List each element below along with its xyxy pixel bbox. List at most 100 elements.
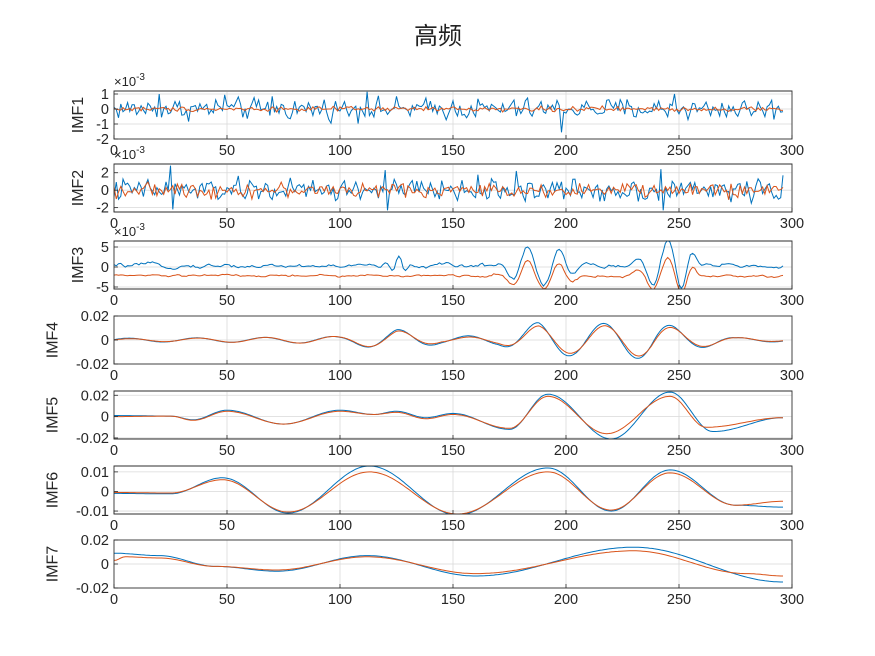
x-tick-label: 150 [441, 216, 465, 232]
y-tick-label: -0.02 [76, 357, 109, 373]
y-tick-label: 2 [101, 166, 109, 182]
x-tick-label: 300 [780, 293, 804, 309]
y-tick-label: 0 [101, 102, 109, 118]
y-tick-label: -2 [96, 201, 109, 217]
series-line-1 [114, 91, 784, 133]
x-tick-label: 50 [219, 368, 235, 384]
x-tick-label: 50 [219, 216, 235, 232]
series-line-1 [114, 241, 784, 289]
x-tick-label: 50 [219, 293, 235, 309]
series-line-2 [114, 105, 784, 113]
x-tick-label: 250 [667, 143, 691, 159]
x-tick-label: 50 [219, 143, 235, 159]
y-tick-label: -0.01 [76, 504, 109, 520]
x-tick-label: 0 [110, 592, 118, 608]
y-axis-label: IMF2 [70, 170, 87, 207]
x-tick-label: 100 [328, 216, 352, 232]
x-tick-label: 300 [780, 592, 804, 608]
x-tick-label: 200 [554, 293, 578, 309]
y-axis-label: IMF5 [45, 397, 62, 434]
x-tick-label: 100 [328, 368, 352, 384]
x-tick-label: 0 [110, 216, 118, 232]
x-tick-label: 200 [554, 216, 578, 232]
x-tick-label: 250 [667, 368, 691, 384]
x-tick-label: 300 [780, 368, 804, 384]
x-tick-label: 300 [780, 143, 804, 159]
y-tick-label: 5 [101, 240, 109, 256]
x-tick-label: 150 [441, 368, 465, 384]
x-tick-label: 0 [110, 293, 118, 309]
x-tick-label: 300 [780, 216, 804, 232]
x-tick-label: 0 [110, 143, 118, 159]
x-tick-label: 250 [667, 443, 691, 459]
y-tick-label: 0 [101, 183, 109, 199]
x-tick-label: 150 [441, 592, 465, 608]
series-line-1 [114, 391, 783, 439]
figure-title: 高频 [414, 22, 462, 50]
series-line-2 [114, 256, 784, 289]
y-tick-label: 0.01 [81, 465, 109, 481]
x-tick-label: 100 [328, 518, 352, 534]
x-tick-label: 200 [554, 443, 578, 459]
x-tick-label: 250 [667, 293, 691, 309]
y-tick-label: 0 [101, 557, 109, 573]
y-axis-label: IMF1 [70, 97, 87, 134]
y-tick-label: 1 [101, 87, 109, 103]
series-line-2 [114, 471, 783, 514]
x-tick-label: 100 [328, 592, 352, 608]
x-tick-label: 100 [328, 143, 352, 159]
x-tick-label: 50 [219, 443, 235, 459]
series-line-1 [114, 165, 784, 211]
y-axis-label: IMF6 [45, 472, 62, 509]
x-tick-label: 150 [441, 293, 465, 309]
y-tick-label: 0 [101, 333, 109, 349]
x-tick-label: 100 [328, 293, 352, 309]
y-tick-label: 0 [101, 410, 109, 426]
x-tick-label: 200 [554, 592, 578, 608]
x-tick-label: 150 [441, 518, 465, 534]
y-tick-label: 0.02 [81, 533, 109, 549]
exponent-label: ×10-3 [114, 72, 145, 89]
x-tick-label: 0 [110, 368, 118, 384]
y-axis-label: IMF3 [70, 247, 87, 284]
y-tick-label: 0.02 [81, 309, 109, 325]
series-line-2 [114, 325, 784, 357]
y-tick-label: 0.02 [81, 388, 109, 404]
x-tick-label: 50 [219, 592, 235, 608]
y-tick-label: 0 [101, 484, 109, 500]
x-tick-label: 50 [219, 518, 235, 534]
y-tick-label: -0.02 [76, 431, 109, 447]
x-tick-label: 150 [441, 143, 465, 159]
y-tick-label: -1 [96, 117, 109, 133]
x-tick-label: 250 [667, 216, 691, 232]
y-tick-label: -2 [96, 132, 109, 148]
x-tick-label: 300 [780, 443, 804, 459]
x-tick-label: 0 [110, 518, 118, 534]
x-tick-label: 0 [110, 443, 118, 459]
x-tick-label: 150 [441, 443, 465, 459]
y-tick-label: 0 [101, 260, 109, 276]
y-tick-label: -5 [96, 280, 109, 296]
x-tick-label: 200 [554, 143, 578, 159]
y-axis-label: IMF7 [45, 546, 62, 583]
y-axis-label: IMF4 [45, 322, 62, 359]
x-tick-label: 300 [780, 518, 804, 534]
series-line-2 [114, 550, 783, 577]
x-tick-label: 250 [667, 592, 691, 608]
x-tick-label: 200 [554, 368, 578, 384]
series-line-2 [114, 180, 784, 201]
exponent-label: ×10-3 [114, 145, 145, 162]
exponent-label: ×10-3 [114, 222, 145, 239]
x-tick-label: 250 [667, 518, 691, 534]
x-tick-label: 100 [328, 443, 352, 459]
